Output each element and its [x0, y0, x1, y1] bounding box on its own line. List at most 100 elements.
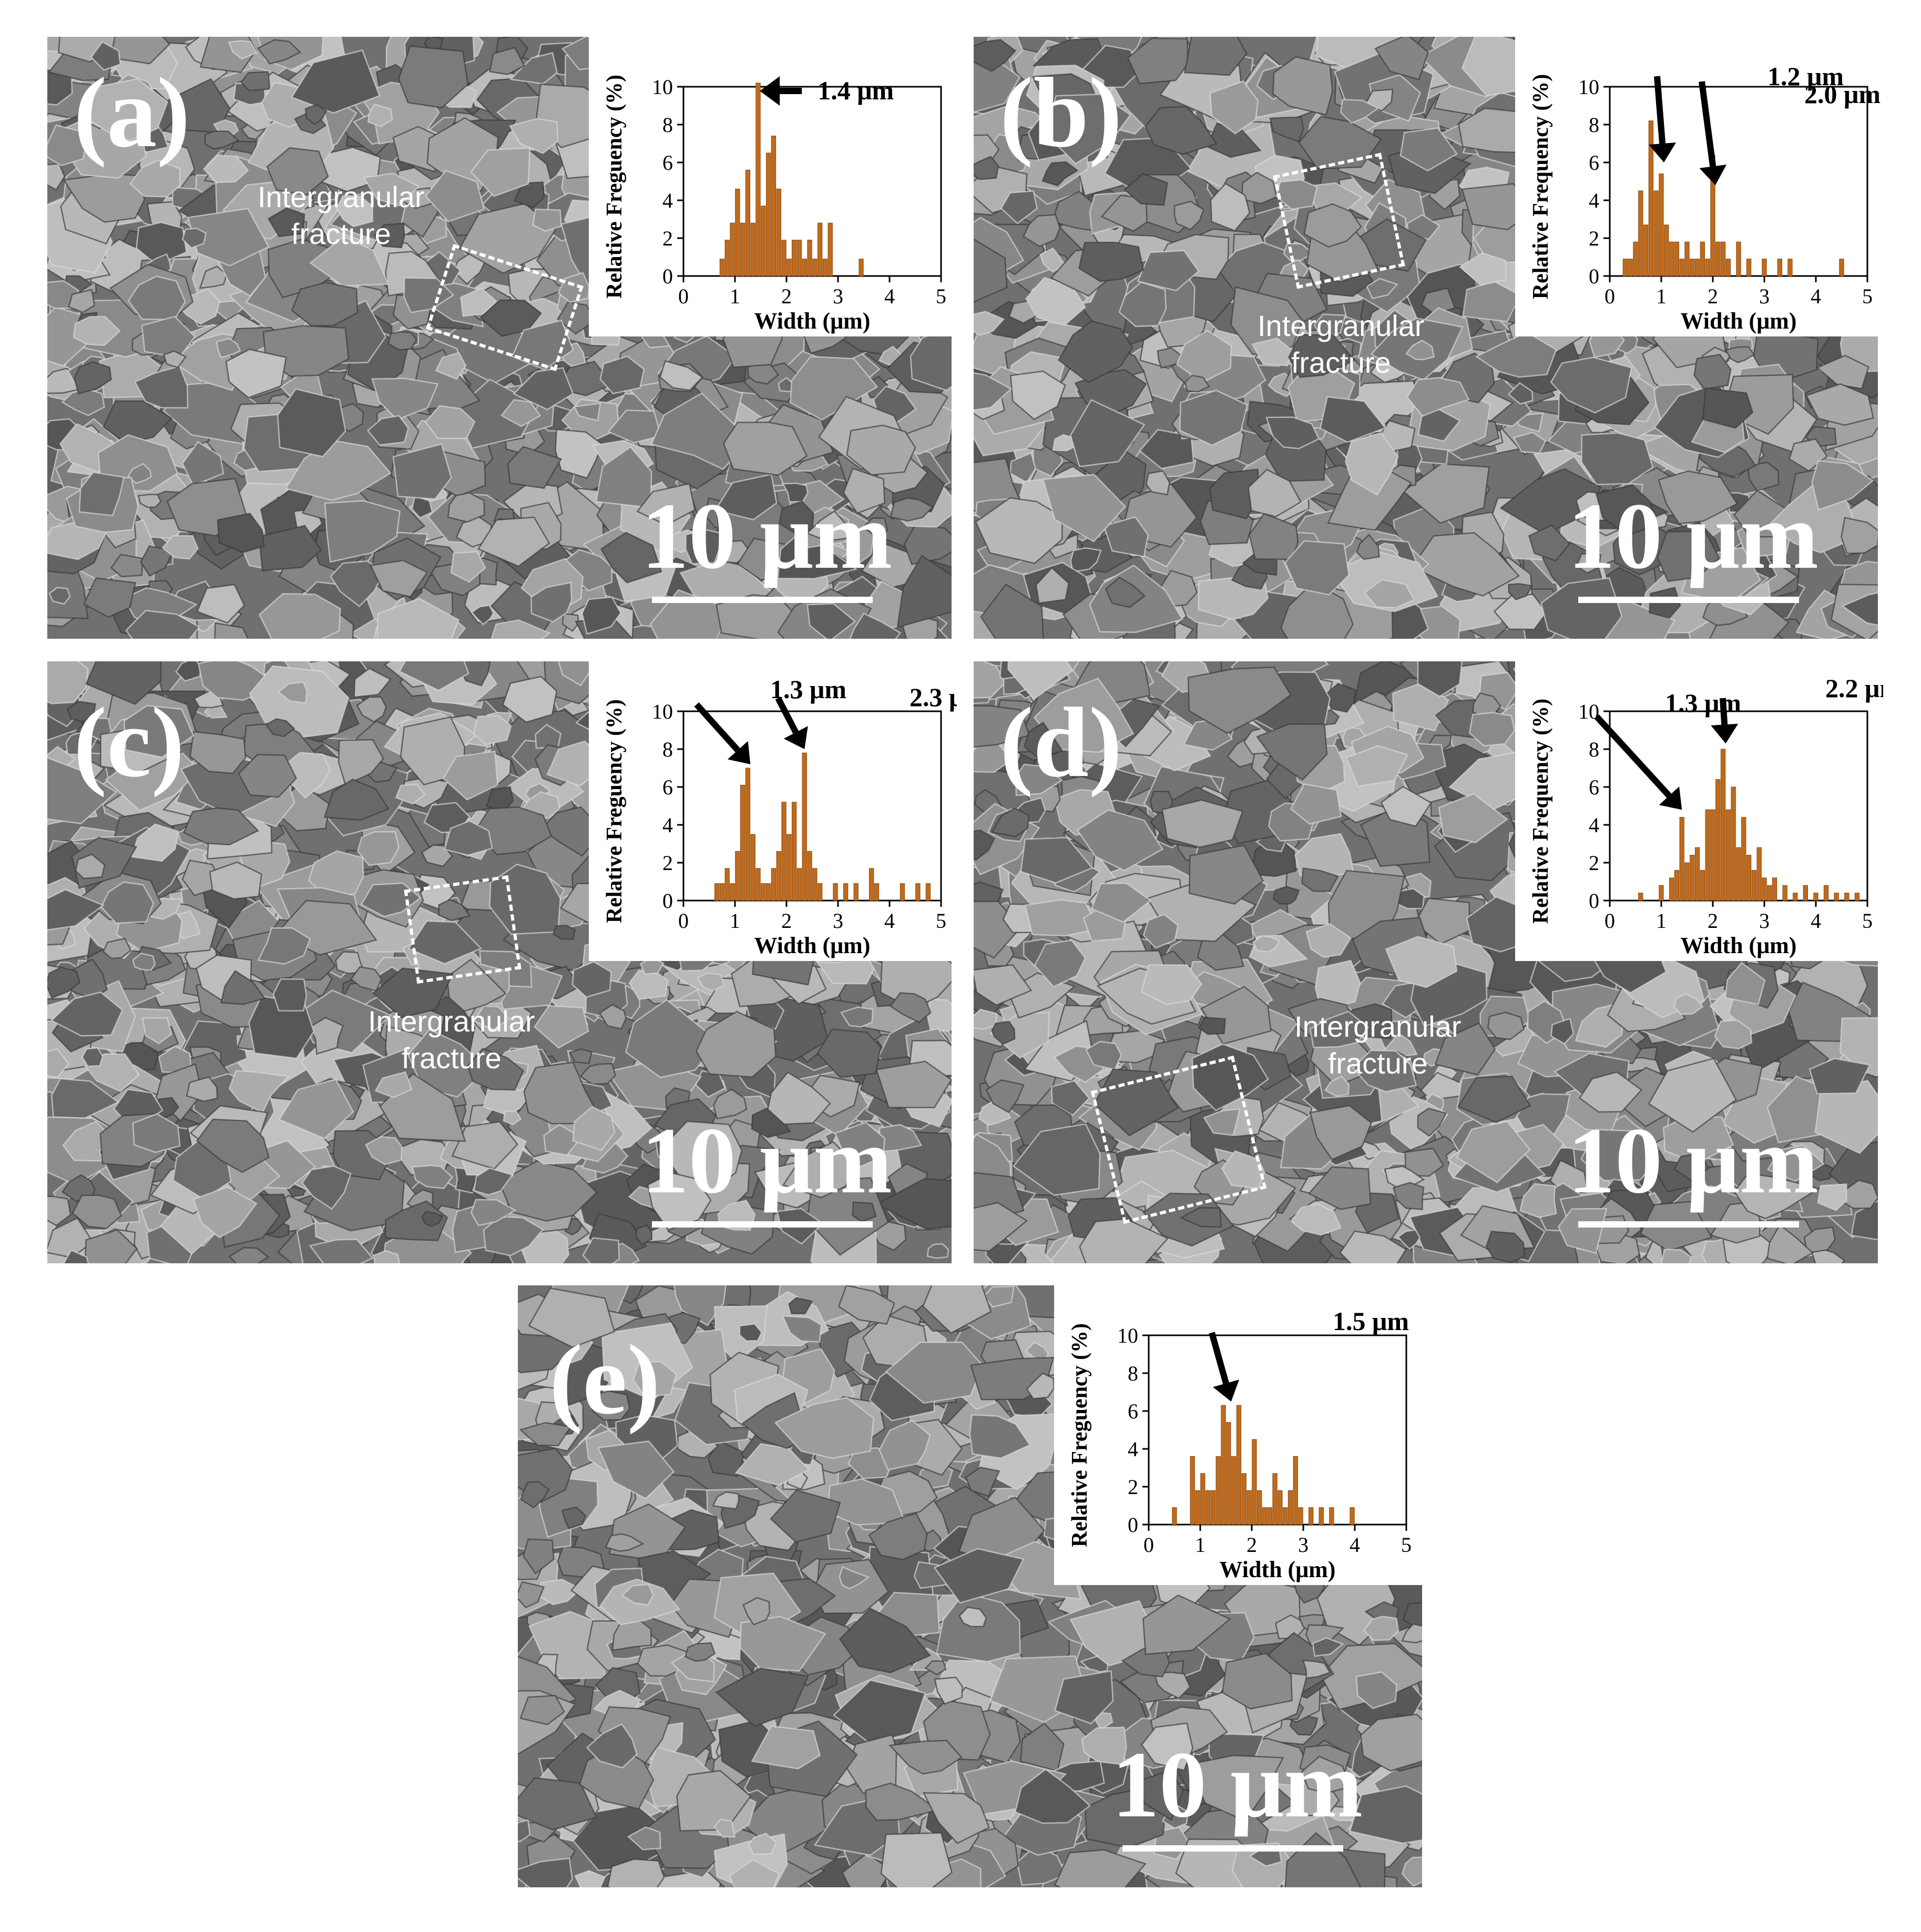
histogram-bar	[1283, 1507, 1288, 1525]
histogram-bar	[1751, 870, 1757, 901]
x-tick-label: 4	[884, 284, 895, 308]
histogram-bar	[1782, 885, 1787, 901]
annotation-label: 1.5 μm	[1333, 1306, 1409, 1336]
histogram-bar	[735, 851, 740, 901]
histogram-bar	[761, 883, 766, 901]
histogram-bar	[1787, 259, 1793, 277]
histogram-bar	[1215, 1456, 1221, 1525]
histogram-bar	[802, 752, 807, 901]
histogram-bar	[1813, 893, 1818, 901]
histogram-inset-b: 0 1 2 3 4 5 0 2 4 6 8 10 Width (μm) Relative Frequenc…	[1515, 37, 1883, 336]
x-tick-label: 2	[781, 284, 792, 308]
x-axis-label: Width (μm)	[1220, 1557, 1336, 1582]
histogram-bar	[1793, 893, 1798, 901]
histogram-bar	[776, 851, 781, 901]
histogram-bar	[1252, 1439, 1257, 1525]
y-tick-label: 10	[652, 700, 673, 723]
histogram-bar	[1172, 1507, 1177, 1525]
histogram-bar	[1741, 817, 1746, 901]
histogram-bar	[1731, 786, 1736, 901]
x-tick-label: 5	[936, 284, 946, 308]
y-tick-label: 8	[662, 113, 673, 137]
histogram-bar	[1669, 877, 1674, 901]
histogram-bar	[1267, 1507, 1272, 1525]
y-tick-label: 10	[1578, 75, 1599, 99]
histogram-bar	[740, 784, 745, 901]
y-tick-label: 4	[1589, 813, 1599, 837]
x-tick-label: 2	[1246, 1533, 1257, 1557]
histogram-a: 0 1 2 3 4 5 0 2 4 6 8 10 Width (μm) Relative Freguenc…	[602, 75, 946, 334]
y-tick-label: 8	[1589, 113, 1599, 137]
scale-label-c: 10 μm	[641, 1108, 892, 1213]
panel-label-d: (d)	[1000, 688, 1122, 798]
histogram-bar	[1725, 809, 1731, 901]
histogram-bar	[1246, 1490, 1252, 1525]
histogram-bar	[1679, 259, 1684, 277]
histogram-bar	[812, 868, 818, 901]
histogram-bar	[1669, 241, 1674, 277]
annotation-arrow	[1594, 714, 1672, 798]
plot-frame	[682, 86, 942, 277]
y-tick-label: 4	[1128, 1437, 1138, 1461]
panel-label-b: (b)	[1000, 58, 1122, 168]
histogram-bar	[750, 834, 755, 901]
y-axis-label: Relative Freguency (%)	[602, 75, 627, 299]
histogram-bar	[1622, 259, 1628, 277]
histogram-bar	[1823, 885, 1829, 901]
histogram-bar	[1736, 847, 1741, 901]
annotation-arrowhead	[1659, 786, 1682, 810]
y-tick-label: 6	[1589, 775, 1599, 799]
fracture-label-a: Intergranular fracture	[258, 180, 425, 250]
histogram-b: 0 1 2 3 4 5 0 2 4 6 8 10 Width (μm) Relative Frequenc…	[1529, 62, 1881, 334]
annotation-arrow	[1720, 698, 1728, 725]
y-tick-label: 10	[652, 75, 673, 99]
histogram-bar	[1684, 241, 1690, 277]
histogram-bar	[1633, 241, 1638, 277]
histogram-bar	[1659, 885, 1664, 901]
annotation-arrowhead	[1711, 723, 1739, 744]
histogram-bar	[827, 222, 833, 277]
x-tick-label: 3	[833, 284, 843, 308]
y-axis-label: Relative Frequency (%)	[1529, 74, 1553, 299]
x-tick-label: 0	[678, 284, 689, 308]
annotation-arrowhead	[1213, 1379, 1240, 1402]
annotation-label: 1.4 μm	[818, 76, 894, 105]
histogram-bar	[724, 240, 730, 277]
histogram-bar	[1288, 1490, 1293, 1525]
histogram-bar	[1746, 855, 1752, 901]
histogram-bar	[1674, 241, 1680, 277]
histogram-bar	[1350, 1507, 1355, 1525]
histogram-bar	[859, 259, 864, 277]
y-tick-label: 0	[662, 264, 673, 288]
annotation-arrow	[694, 702, 740, 753]
histogram-bar	[1190, 1456, 1195, 1525]
histogram-bar	[1772, 877, 1777, 901]
histogram-bar	[1756, 847, 1762, 901]
histogram-bar	[766, 883, 771, 901]
histogram-bar	[843, 883, 849, 901]
histogram-bar	[755, 83, 761, 277]
scale-bar-c	[652, 1221, 873, 1228]
histogram-bar	[1720, 241, 1726, 277]
x-tick-label: 5	[1401, 1533, 1412, 1557]
histogram-bar	[812, 259, 818, 277]
x-tick-label: 5	[1862, 909, 1873, 933]
histogram-bar	[1725, 259, 1731, 277]
histogram-bar	[1329, 1507, 1334, 1525]
histogram-bar	[1236, 1405, 1242, 1525]
y-tick-label: 0	[1589, 264, 1599, 288]
histogram-bar	[1777, 259, 1783, 277]
x-tick-label: 5	[936, 909, 946, 933]
histogram-bar	[781, 240, 786, 277]
annotation-arrowhead	[783, 726, 808, 749]
x-tick-label: 0	[678, 909, 689, 933]
y-tick-label: 6	[1128, 1399, 1138, 1423]
histogram-bar	[1839, 259, 1844, 277]
annotation-label: 2.0 μm	[1804, 79, 1881, 109]
fracture-label-b: Intergranular fracture	[1258, 309, 1425, 379]
histogram-bar	[1221, 1405, 1226, 1525]
annotation-label: 2.2 μm	[1825, 673, 1883, 703]
histogram-bar	[818, 222, 823, 277]
histogram-bar	[1200, 1473, 1205, 1525]
